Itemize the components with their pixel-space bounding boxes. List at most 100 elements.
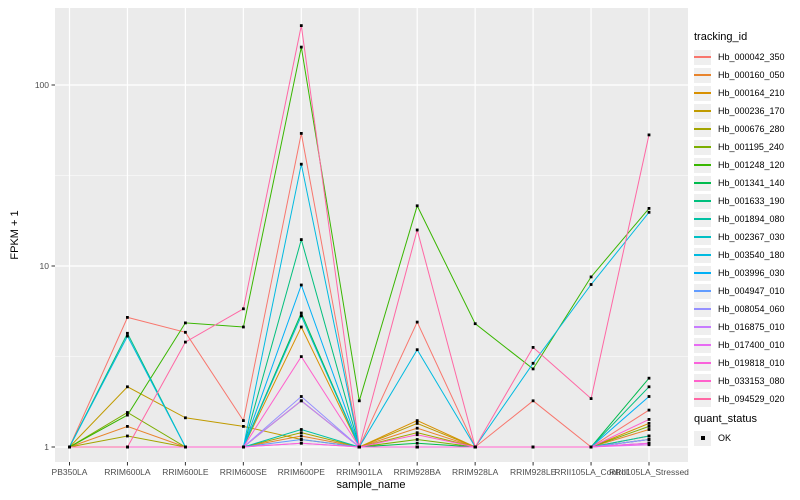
legend-line-swatch — [694, 164, 711, 166]
x-axis-title: sample_name — [336, 479, 406, 491]
legend-key-box — [694, 301, 711, 317]
legend-line-swatch — [694, 182, 711, 184]
legend-key-box — [694, 139, 711, 155]
legend-key-box — [694, 121, 711, 137]
data-points — [68, 24, 651, 449]
legend-key-box — [694, 265, 711, 281]
legend-item-label: Hb_002367_030 — [718, 232, 785, 242]
y-axis-title: FPKM + 1 — [9, 210, 21, 260]
legend-line-swatch — [694, 308, 711, 310]
legend-item-label: Hb_001341_140 — [718, 178, 785, 188]
legend-item-Hb_001195_240: Hb_001195_240 — [694, 138, 785, 156]
legend-key-box — [694, 49, 711, 65]
legend-item-label: Hb_000676_280 — [718, 124, 785, 134]
legend-line-swatch — [694, 380, 711, 382]
legend-key-box — [694, 283, 711, 299]
legend-item-label: Hb_001195_240 — [718, 142, 784, 152]
legend-item-Hb_001248_120: Hb_001248_120 — [694, 156, 785, 174]
legend-item-Hb_000042_350: Hb_000042_350 — [694, 48, 785, 66]
legend-key-box — [694, 193, 711, 209]
legend-line-swatch — [694, 290, 711, 292]
legend-key-box — [694, 211, 711, 227]
black-point-icon — [700, 436, 705, 440]
legend-item-label: Hb_001248_120 — [718, 160, 785, 170]
legend-item-Hb_001341_140: Hb_001341_140 — [694, 174, 785, 192]
legend-line-swatch — [694, 128, 711, 130]
panel-background — [55, 8, 688, 462]
x-tick-label: RRII105LA_Stressed — [609, 467, 689, 477]
legend-item-label: Hb_000042_350 — [718, 52, 785, 62]
legend-item-Hb_000164_210: Hb_000164_210 — [694, 84, 785, 102]
minor-gridlines — [55, 175, 688, 357]
x-tick-label: RRIM901LA — [336, 467, 383, 477]
legend-item-label: Hb_019818_010 — [718, 358, 785, 368]
legend-key-box — [694, 229, 711, 245]
legend-line-swatch — [694, 218, 711, 220]
legend-line-swatch — [694, 92, 711, 94]
quant-status-label: OK — [718, 433, 732, 443]
legend-key-box — [694, 391, 711, 407]
x-tick-label: RRII105LA_Control — [554, 467, 628, 477]
legend-title-tracking-id: tracking_id — [694, 31, 748, 43]
legend-item-Hb_019818_010: Hb_019818_010 — [694, 354, 785, 372]
x-tick-label: RRIM928LA — [452, 467, 499, 477]
legend-item-label: Hb_003996_030 — [718, 268, 785, 278]
legend-key-box — [694, 67, 711, 83]
x-tick-label: RRIM600PE — [278, 467, 326, 477]
x-tick-label: RRIM600LA — [104, 467, 151, 477]
legend-item-Hb_004947_010: Hb_004947_010 — [694, 282, 785, 300]
legend-key-box — [694, 85, 711, 101]
legend-line-swatch — [694, 146, 711, 148]
legend-line-swatch — [694, 398, 711, 400]
legend-line-swatch — [694, 200, 711, 202]
legend-item-Hb_033153_080: Hb_033153_080 — [694, 372, 785, 390]
major-gridlines — [55, 8, 688, 462]
legend-item-label: Hb_017400_010 — [718, 340, 785, 350]
x-tick-label: RRIM928BA — [394, 467, 442, 477]
legend-key-box — [694, 103, 711, 119]
legend-line-swatch — [694, 236, 711, 238]
legend-item-label: Hb_000236_170 — [718, 106, 785, 116]
legend-item-Hb_001894_080: Hb_001894_080 — [694, 210, 785, 228]
legend: tracking_id Hb_000042_350 Hb_000160_050 Hb… — [694, 30, 785, 447]
legend-line-swatch — [694, 272, 711, 274]
legend-item-Hb_002367_030: Hb_002367_030 — [694, 228, 785, 246]
legend-item-Hb_008054_060: Hb_008054_060 — [694, 300, 785, 318]
legend-key-box — [694, 355, 711, 371]
legend-item-Hb_017400_010: Hb_017400_010 — [694, 336, 785, 354]
legend-line-swatch — [694, 110, 711, 112]
legend-line-swatch — [694, 254, 711, 256]
legend-line-swatch — [694, 344, 711, 346]
legend-key-box — [694, 373, 711, 389]
legend-line-swatch — [694, 362, 711, 364]
legend-title-quant-status: quant_status — [694, 413, 757, 425]
legend-item-label: Hb_033153_080 — [718, 376, 785, 386]
legend-items-list: Hb_000042_350 Hb_000160_050 Hb_000164_210 H… — [694, 48, 785, 408]
legend-item-label: Hb_004947_010 — [718, 286, 785, 296]
legend-key-box — [694, 157, 711, 173]
legend-key-box — [694, 175, 711, 191]
legend-item-Hb_000236_170: Hb_000236_170 — [694, 102, 785, 120]
axis-ticks-and-labels: 1 10 100 PB350LA RRIM600LA RRIM600LE RRIM600SE… — [35, 80, 689, 477]
legend-item-label: Hb_000160_050 — [718, 70, 785, 80]
legend-item-label: Hb_094529_020 — [718, 394, 785, 404]
legend-item-Hb_003996_030: Hb_003996_030 — [694, 264, 785, 282]
x-tick-label: RRIM600SE — [220, 467, 268, 477]
x-tick-label: RRIM928LE — [510, 467, 557, 477]
legend-item-Hb_094529_020: Hb_094529_020 — [694, 390, 785, 408]
legend-item-Hb_016875_010: Hb_016875_010 — [694, 318, 785, 336]
legend-item-Hb_000676_280: Hb_000676_280 — [694, 120, 785, 138]
point-key-box — [694, 430, 711, 446]
legend-item-label: Hb_001894_080 — [718, 214, 785, 224]
legend-key-box — [694, 337, 711, 353]
legend-line-swatch — [694, 56, 711, 58]
x-tick-label: RRIM600LE — [162, 467, 209, 477]
y-tick-label: 10 — [40, 261, 50, 271]
legend-key-box — [694, 247, 711, 263]
y-tick-label: 100 — [35, 80, 49, 90]
legend-item-label: Hb_003540_180 — [718, 250, 785, 260]
legend-key-box — [694, 319, 711, 335]
legend-item-Hb_001633_190: Hb_001633_190 — [694, 192, 785, 210]
